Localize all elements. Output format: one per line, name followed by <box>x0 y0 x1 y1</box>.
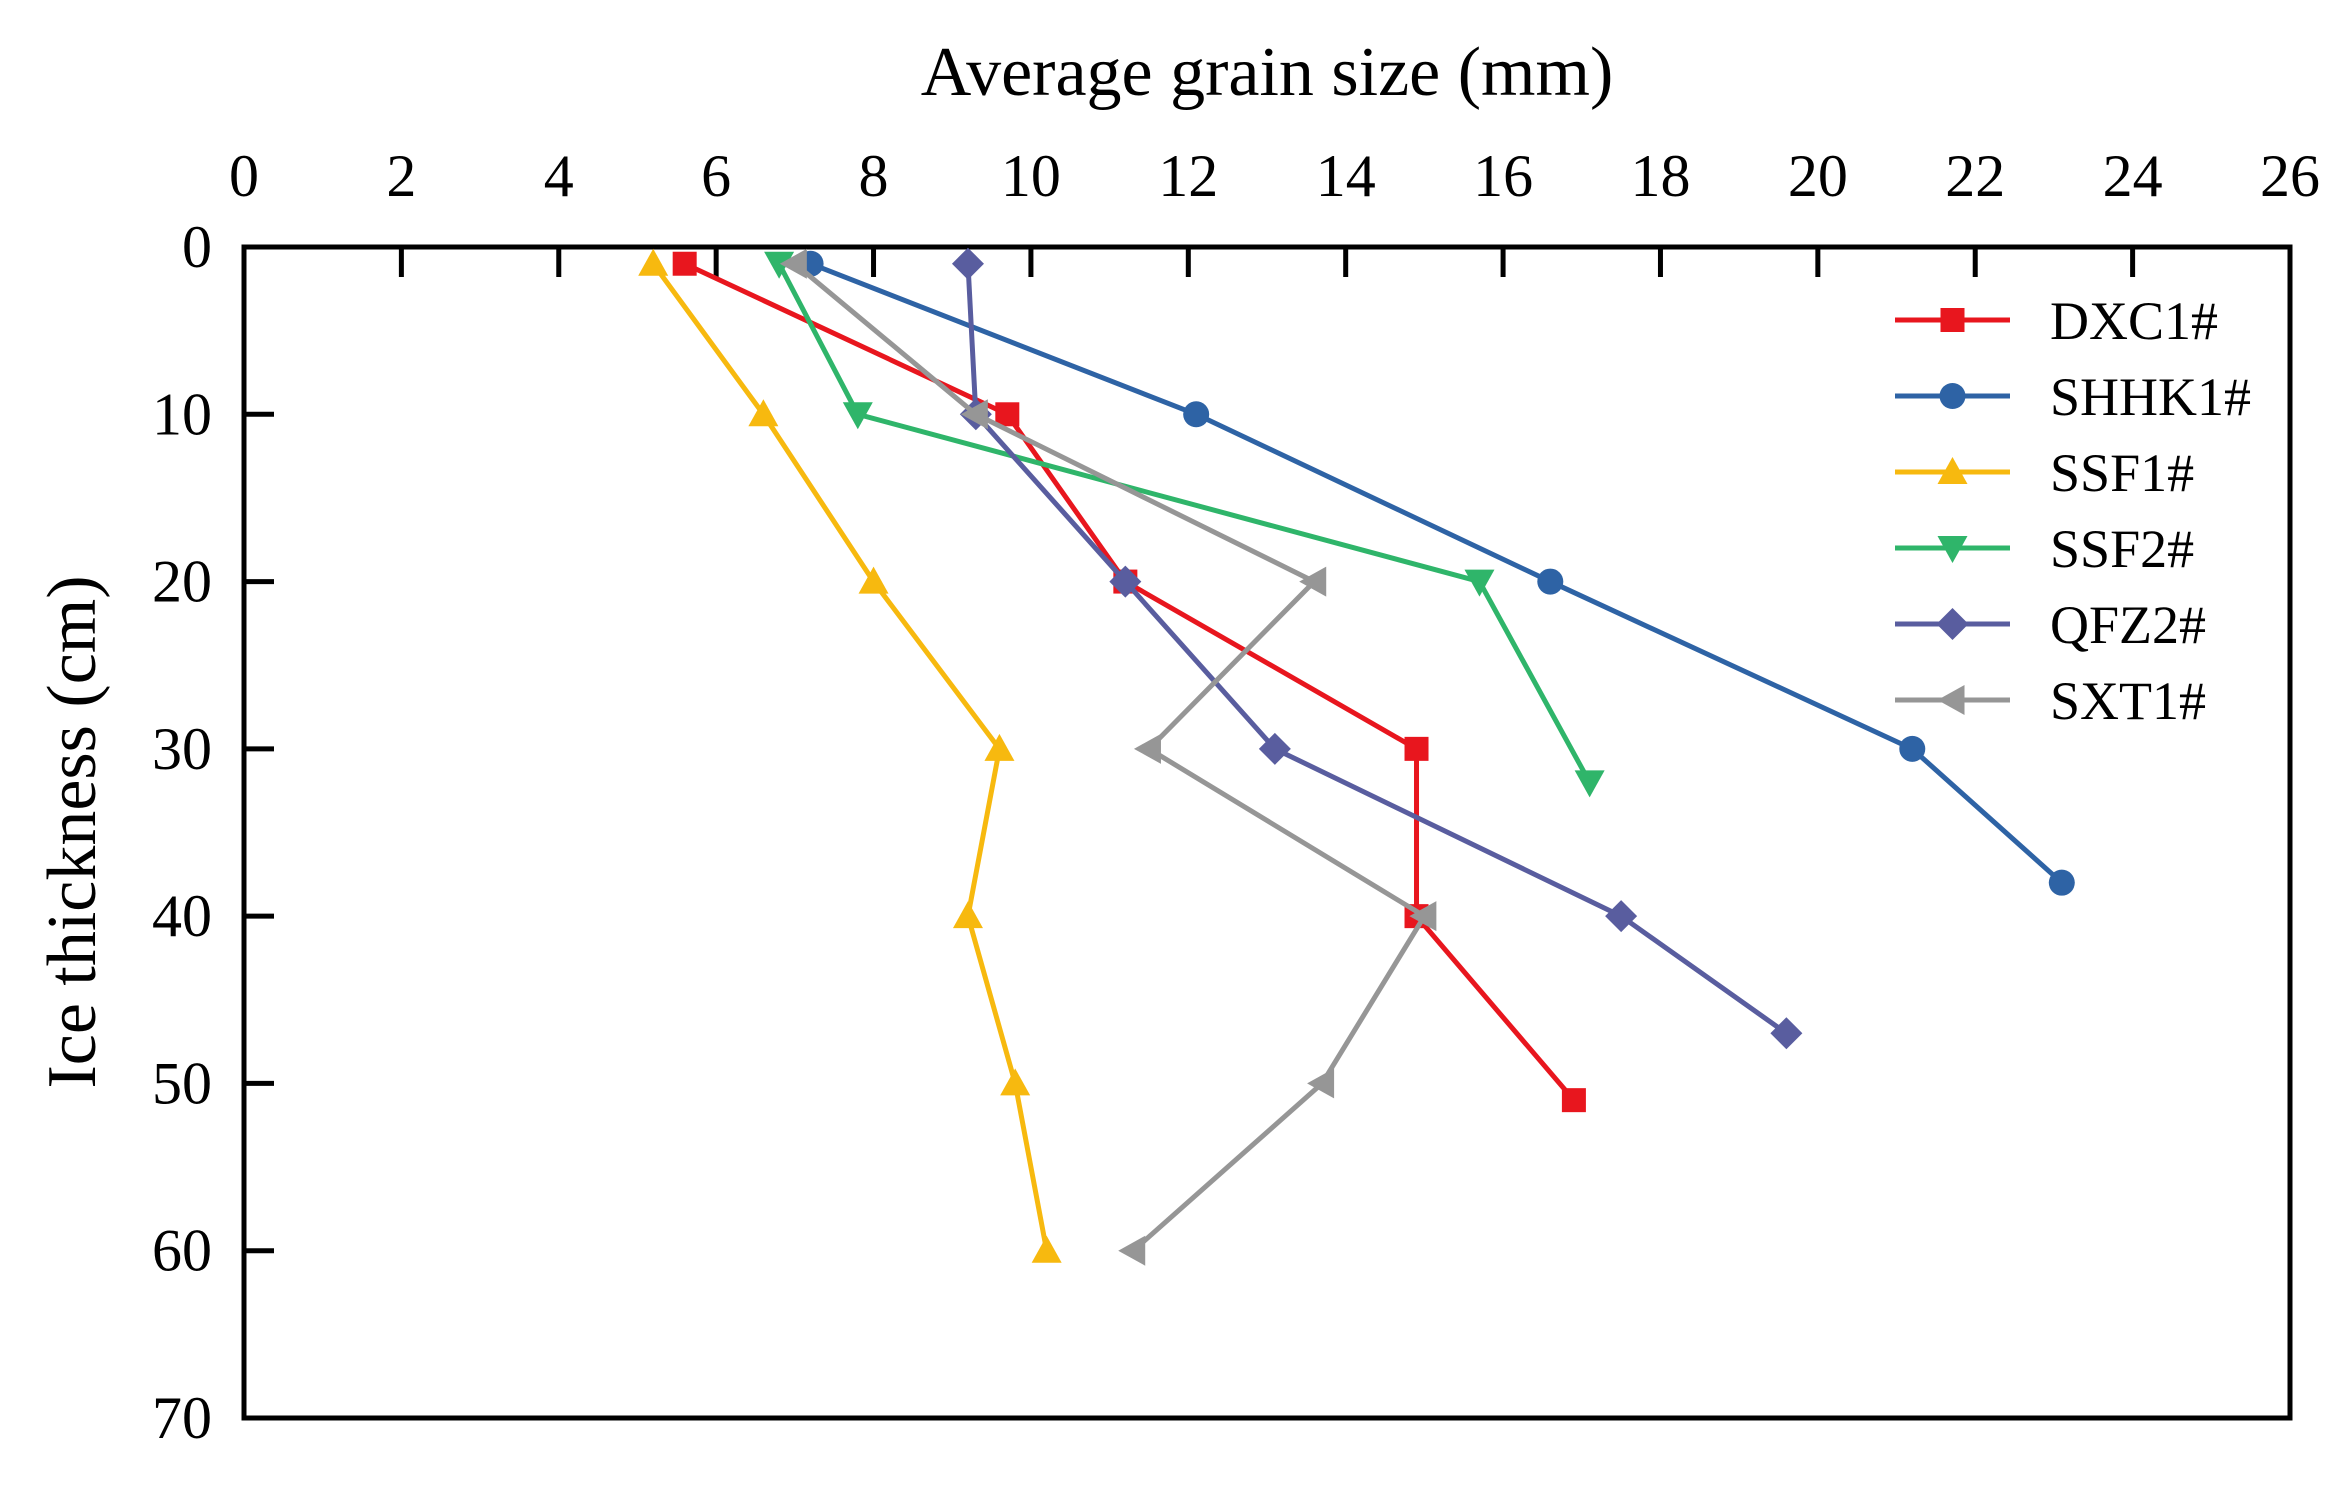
x-axis-title: Average grain size (mm) <box>921 34 1614 111</box>
data-point-qfz2 <box>1770 1017 1803 1050</box>
data-point-sxt1 <box>1299 566 1327 597</box>
x-tick-label: 6 <box>701 143 731 209</box>
legend-marker-dxc1 <box>1940 308 1965 332</box>
data-point-qfz2 <box>951 247 984 280</box>
data-point-sxt1 <box>1133 733 1161 764</box>
series-line-qfz2 <box>965 263 1788 1036</box>
data-point-sxt1 <box>1409 901 1437 932</box>
data-point-shhk1 <box>1899 735 1926 762</box>
y-tick-label: 50 <box>152 1050 212 1116</box>
x-tick-label: 18 <box>1630 143 1690 209</box>
data-point-ssf2 <box>842 402 873 430</box>
x-tick-label: 4 <box>544 143 574 209</box>
data-point-ssf2 <box>1464 569 1495 597</box>
data-point-sxt1 <box>1118 1235 1146 1266</box>
y-tick-label: 40 <box>152 883 212 949</box>
data-point-ssf2 <box>764 251 795 279</box>
x-tick-label: 0 <box>229 143 259 209</box>
legend-marker-ssf1 <box>1937 457 1968 484</box>
series-layer <box>638 247 2075 1266</box>
legend-label-sxt1: SXT1# <box>2050 671 2206 731</box>
data-point-qfz2 <box>1258 732 1291 765</box>
data-point-dxc1 <box>1404 736 1429 761</box>
plot-area <box>241 244 2293 1421</box>
data-point-qfz2 <box>1109 565 1142 598</box>
legend-label-ssf2: SSF2# <box>2050 519 2194 579</box>
y-axis-title: Ice thickness (cm) <box>34 575 111 1088</box>
series-line-dxc1 <box>683 261 1576 1102</box>
legend-label-shhk1: SHHK1# <box>2050 367 2251 427</box>
legend-marker-sxt1 <box>1937 685 1965 715</box>
x-tick-label: 16 <box>1473 143 1533 209</box>
data-point-ssf1 <box>1031 1235 1062 1263</box>
y-tick-label: 20 <box>152 549 212 615</box>
legend-label-qfz2: QFZ2# <box>2050 595 2206 655</box>
data-point-ssf1 <box>1000 1068 1031 1096</box>
legend-marker-ssf2 <box>1937 536 1968 563</box>
x-tick-label: 12 <box>1158 143 1218 209</box>
y-tick-label: 0 <box>182 214 212 280</box>
data-point-ssf1 <box>952 901 983 929</box>
data-point-ssf1 <box>858 566 889 594</box>
y-axis-ticks: 0 10 20 30 40 50 60 70 <box>152 214 274 1451</box>
y-tick-label: 70 <box>152 1385 212 1451</box>
x-tick-label: 24 <box>2103 143 2163 209</box>
data-point-ssf2 <box>1574 770 1605 798</box>
legend-label-dxc1: DXC1# <box>2050 291 2218 351</box>
x-tick-label: 2 <box>386 143 416 209</box>
data-point-shhk1 <box>1183 401 1210 428</box>
data-point-dxc1 <box>672 251 697 276</box>
data-point-dxc1 <box>995 402 1020 427</box>
x-axis-ticks: 0 2 4 6 8 10 12 14 16 18 20 22 24 26 <box>229 143 2320 277</box>
data-point-sxt1 <box>960 399 988 430</box>
data-point-ssf1 <box>748 399 779 427</box>
legend-label-ssf1: SSF1# <box>2050 443 2194 503</box>
x-tick-label: 10 <box>1001 143 1061 209</box>
x-tick-label: 26 <box>2260 143 2320 209</box>
data-point-dxc1 <box>1561 1088 1586 1113</box>
data-point-sxt1 <box>779 248 807 279</box>
data-point-sxt1 <box>1307 1068 1335 1099</box>
data-point-qfz2 <box>1605 900 1638 933</box>
data-point-shhk1 <box>2048 869 2075 896</box>
series-line-sxt1 <box>793 261 1427 1253</box>
y-tick-label: 10 <box>152 381 212 447</box>
x-tick-label: 8 <box>859 143 889 209</box>
data-point-ssf1 <box>984 733 1015 761</box>
x-tick-label: 22 <box>1945 143 2005 209</box>
series-line-ssf2 <box>776 262 1592 784</box>
x-tick-label: 14 <box>1316 143 1376 209</box>
legend-marker-qfz2 <box>1936 608 1969 640</box>
data-point-shhk1 <box>1537 568 1564 595</box>
y-tick-label: 60 <box>152 1218 212 1284</box>
x-tick-label: 20 <box>1788 143 1848 209</box>
data-point-ssf1 <box>638 248 669 276</box>
y-tick-label: 30 <box>152 716 212 782</box>
legend: DXC1# SHHK1# SSF1# SSF2# QFZ2# SXT1# <box>1895 291 2251 731</box>
series-line-shhk1 <box>809 261 2064 885</box>
legend-marker-shhk1 <box>1939 383 1966 409</box>
